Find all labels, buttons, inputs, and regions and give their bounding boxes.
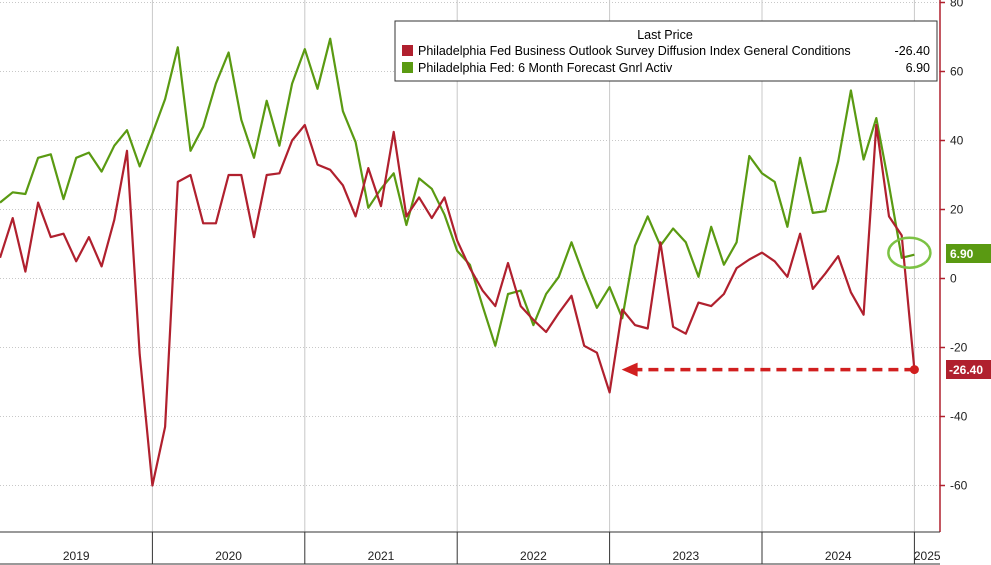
last-value-tag-forecast: 6.90 (946, 244, 991, 263)
x-year-label-2025: 2025 (914, 549, 941, 563)
series-line-forecast (0, 37, 915, 347)
y-tick-label-20: 20 (950, 203, 964, 217)
annotation-circle-forecast (887, 236, 932, 269)
y-tick-label--60: -60 (950, 479, 968, 493)
last-value-tag-general-conditions: -26.40 (946, 360, 991, 379)
legend-label-forecast: Philadelphia Fed: 6 Month Forecast Gnrl … (418, 61, 673, 75)
x-year-label-2022: 2022 (520, 549, 547, 563)
legend-swatch-general-conditions (402, 45, 413, 56)
legend: Last Price Philadelphia Fed Business Out… (394, 20, 938, 82)
series-layer (0, 37, 916, 487)
tag-box-forecast (946, 244, 991, 263)
legend-swatch-forecast (402, 62, 413, 73)
x-year-label-2019: 2019 (63, 549, 90, 563)
y-tick-label-60: 60 (950, 65, 964, 79)
tag-text-forecast: 6.90 (950, 247, 974, 261)
x-year-label-2020: 2020 (215, 549, 242, 563)
tag-text-general-conditions: -26.40 (949, 363, 983, 377)
x-axis: 2019 2020 2021 2022 2023 2024 2025 (0, 531, 941, 565)
legend-label-general-conditions: Philadelphia Fed Business Outlook Survey… (418, 44, 851, 58)
x-year-label-2024: 2024 (825, 549, 852, 563)
legend-value-forecast: 6.90 (906, 61, 930, 75)
y-tick-label--20: -20 (950, 341, 968, 355)
legend-header: Last Price (637, 28, 693, 42)
y-axis: 80 60 40 20 0 -20 -40 -60 (939, 0, 968, 532)
annotation-arrow-dot (909, 365, 919, 375)
x-year-label-2021: 2021 (368, 549, 395, 563)
legend-value-general-conditions: -26.40 (895, 44, 930, 58)
annotation-arrow-head (621, 362, 638, 377)
series-line-general-conditions (0, 123, 916, 487)
y-tick-label-80: 80 (950, 0, 964, 10)
annotation-layer (621, 236, 932, 377)
tag-box-general-conditions (946, 360, 991, 379)
y-tick-label-0: 0 (950, 272, 957, 286)
x-year-label-2023: 2023 (672, 549, 699, 563)
legend-box (394, 20, 938, 82)
y-tick-label--40: -40 (950, 410, 968, 424)
y-tick-label-40: 40 (950, 134, 964, 148)
